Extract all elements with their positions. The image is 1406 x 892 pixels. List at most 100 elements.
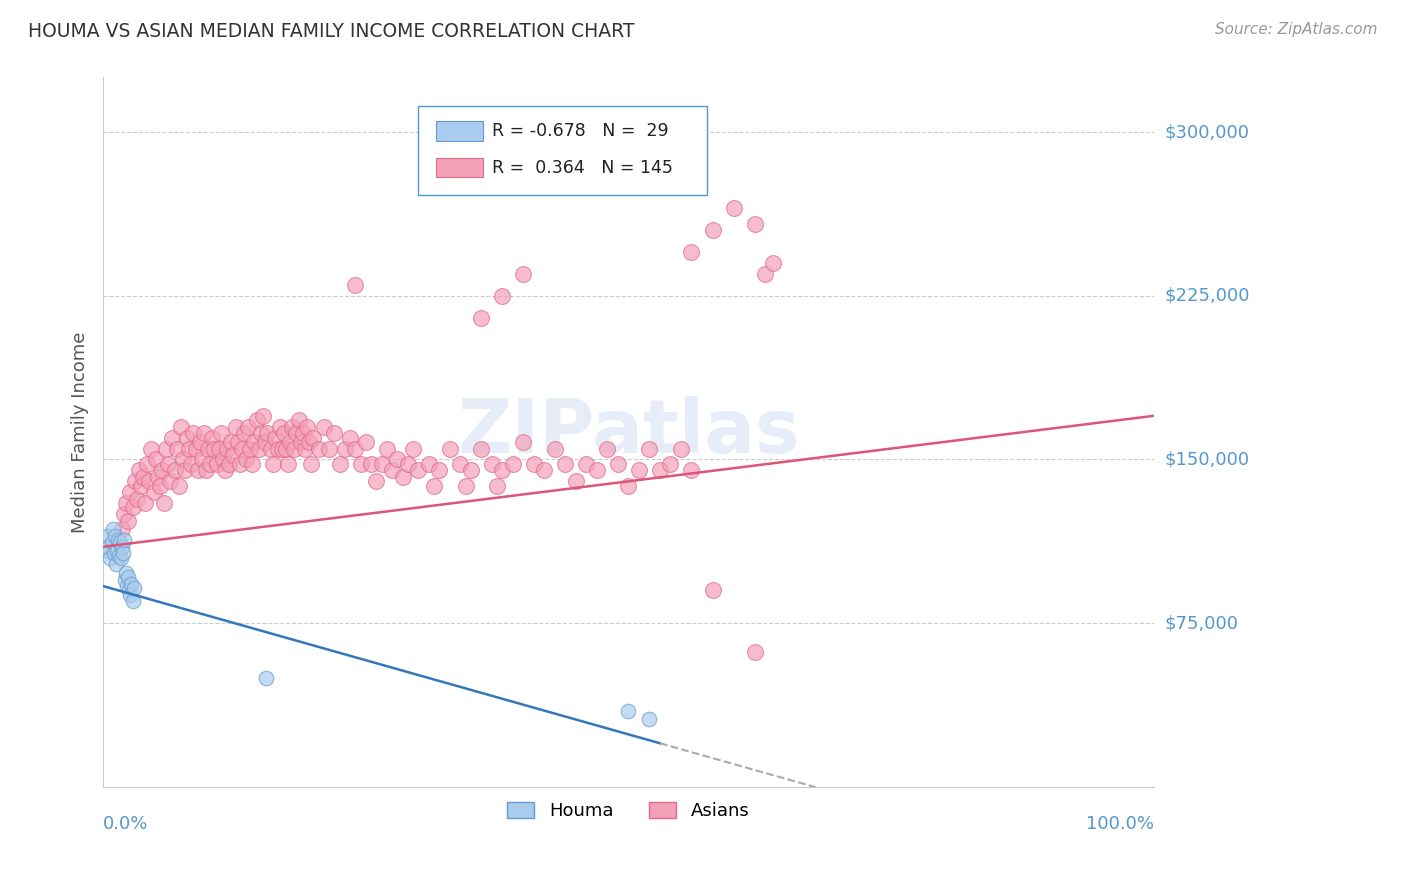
Point	[762, 256, 785, 270]
Text: $150,000: $150,000	[1166, 450, 1250, 468]
Point	[138, 475, 160, 489]
Point	[295, 419, 318, 434]
Point	[226, 435, 249, 450]
Point	[744, 644, 766, 658]
Point	[254, 671, 277, 685]
Point	[107, 533, 129, 548]
Point	[111, 540, 134, 554]
Point	[193, 426, 215, 441]
Point	[150, 463, 173, 477]
Point	[491, 289, 513, 303]
Point	[121, 577, 143, 591]
Text: R = -0.678   N =  29: R = -0.678 N = 29	[492, 122, 668, 140]
Point	[166, 442, 188, 456]
Point	[460, 463, 482, 477]
Point	[96, 529, 118, 543]
Bar	[436, 158, 484, 178]
Point	[554, 457, 576, 471]
Point	[176, 431, 198, 445]
Point	[108, 535, 131, 549]
Point	[638, 442, 661, 456]
Point	[260, 442, 283, 456]
Point	[402, 442, 425, 456]
Point	[201, 431, 224, 445]
Point	[702, 223, 724, 237]
Point	[274, 442, 297, 456]
Text: 0.0%: 0.0%	[103, 815, 149, 833]
Point	[375, 442, 398, 456]
Point	[669, 442, 692, 456]
Point	[290, 435, 312, 450]
Point	[256, 426, 278, 441]
Text: HOUMA VS ASIAN MEDIAN FAMILY INCOME CORRELATION CHART: HOUMA VS ASIAN MEDIAN FAMILY INCOME CORR…	[28, 22, 634, 41]
Point	[174, 463, 197, 477]
Point	[744, 217, 766, 231]
Point	[167, 478, 190, 492]
Point	[278, 435, 301, 450]
Point	[117, 570, 139, 584]
Point	[387, 452, 409, 467]
Point	[183, 426, 205, 441]
Point	[204, 442, 226, 456]
Point	[249, 426, 271, 441]
Point	[648, 463, 671, 477]
Point	[252, 409, 274, 423]
Point	[533, 463, 555, 477]
Point	[339, 431, 361, 445]
Point	[120, 588, 142, 602]
Point	[141, 442, 163, 456]
Point	[264, 431, 287, 445]
Point	[221, 435, 243, 450]
Point	[370, 457, 392, 471]
Point	[349, 457, 371, 471]
Point	[214, 463, 236, 477]
Point	[681, 245, 703, 260]
Point	[285, 426, 308, 441]
Point	[103, 546, 125, 560]
Text: $300,000: $300,000	[1166, 123, 1250, 141]
Point	[231, 442, 253, 456]
Point	[228, 457, 250, 471]
Point	[117, 514, 139, 528]
Point	[287, 413, 309, 427]
Text: $75,000: $75,000	[1166, 615, 1239, 632]
Point	[240, 457, 263, 471]
Point	[754, 267, 776, 281]
Point	[318, 442, 340, 456]
Point	[586, 463, 609, 477]
Point	[159, 475, 181, 489]
Point	[187, 463, 209, 477]
Point	[146, 470, 169, 484]
Point	[124, 475, 146, 489]
Point	[486, 478, 509, 492]
Point	[110, 550, 132, 565]
Point	[523, 457, 546, 471]
Point	[149, 478, 172, 492]
Point	[396, 457, 419, 471]
Point	[111, 522, 134, 536]
Point	[243, 435, 266, 450]
Point	[427, 463, 450, 477]
Point	[112, 507, 135, 521]
Point	[253, 435, 276, 450]
Point	[225, 419, 247, 434]
Point	[232, 426, 254, 441]
Point	[470, 310, 492, 325]
Point	[454, 478, 477, 492]
Point	[197, 442, 219, 456]
Point	[142, 485, 165, 500]
Point	[188, 435, 211, 450]
Point	[512, 267, 534, 281]
Point	[512, 435, 534, 450]
Point	[575, 457, 598, 471]
Point	[281, 419, 304, 434]
Point	[235, 452, 257, 467]
Point	[312, 419, 335, 434]
Text: ZIPatlas: ZIPatlas	[457, 396, 800, 468]
Point	[596, 442, 619, 456]
Y-axis label: Median Family Income: Median Family Income	[72, 332, 89, 533]
Point	[723, 202, 745, 216]
Point	[302, 431, 325, 445]
Point	[121, 500, 143, 515]
Point	[607, 457, 630, 471]
